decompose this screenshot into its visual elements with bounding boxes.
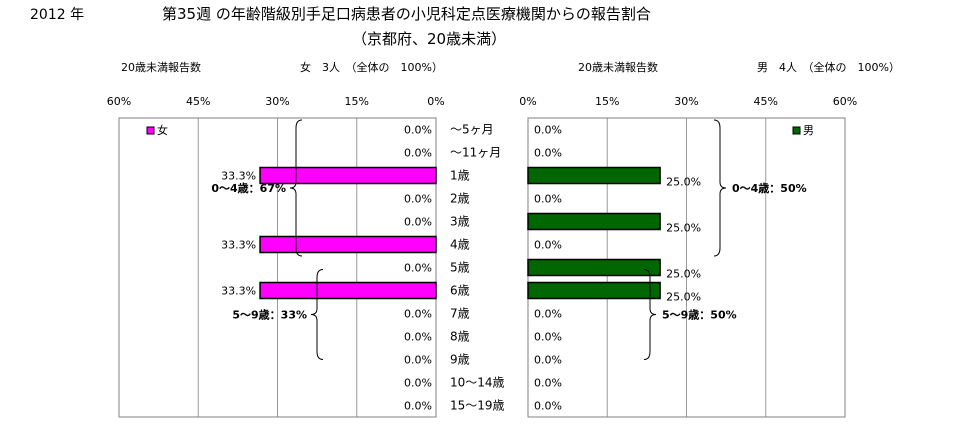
female-data-label: 0.0% — [404, 377, 432, 390]
category-label: 6歳 — [450, 284, 470, 298]
category-label: 8歳 — [450, 330, 470, 344]
female-annotation-brace — [310, 269, 324, 360]
male-bar — [527, 281, 661, 300]
male-data-label: 25.0% — [666, 268, 701, 281]
female-x-tick-label: 60% — [107, 95, 131, 108]
year-label: 2012 年 — [30, 7, 84, 23]
category-label: 15～19歳 — [450, 399, 505, 413]
category-labels: ～5ヶ月 ～11ヶ月 1歳 2歳 3歳 4歳 5歳 6歳 7歳 8歳 9歳 10～14歳 15～19歳 — [450, 123, 505, 413]
male-annotation-label: 0～4歳：50% — [732, 181, 807, 195]
bars — [259, 166, 661, 300]
male-annotation-brace — [643, 269, 657, 360]
male-data-label: 0.0% — [534, 400, 562, 413]
male-data-label: 0.0% — [534, 124, 562, 137]
female-data-label: 0.0% — [404, 193, 432, 206]
female-data-label: 0.0% — [404, 400, 432, 413]
female-plot-frame — [118, 117, 437, 418]
female-x-tick-label: 0% — [427, 95, 444, 108]
male-data-label: 0.0% — [534, 331, 562, 344]
male-x-tick-label: 0% — [519, 95, 536, 108]
male-legend-label: 男 — [803, 124, 814, 137]
female-data-label: 33.3% — [221, 239, 256, 252]
legends: 女男 — [146, 123, 814, 137]
male-data-label: 0.0% — [534, 193, 562, 206]
male-bar — [527, 258, 661, 277]
category-label: 4歳 — [450, 238, 470, 252]
category-label: ～5ヶ月 — [450, 123, 494, 137]
category-label: 10～14歳 — [450, 376, 505, 390]
female-bar — [259, 166, 437, 185]
male-data-label: 25.0% — [666, 222, 701, 235]
male-data-label: 0.0% — [534, 354, 562, 367]
female-bar — [259, 281, 437, 300]
female-data-label: 0.0% — [404, 354, 432, 367]
female-data-label: 0.0% — [404, 147, 432, 160]
female-count-text: 女 3人 （全体の 100%） — [300, 60, 443, 74]
category-label: 5歳 — [450, 261, 470, 275]
annotations: 0～4歳：67% 5～9歳：33% 0～4歳：50% 5～9歳：50% — [211, 119, 807, 360]
chart-title: 第35週 の年齢階級別手足口病患者の小児科定点医療機関からの報告割合 — [162, 5, 651, 23]
male-data-label: 25.0% — [666, 176, 701, 189]
male-data-label: 0.0% — [534, 147, 562, 160]
female-x-tick-label: 45% — [186, 95, 210, 108]
female-data-label: 0.0% — [404, 308, 432, 321]
female-legend-swatch — [146, 126, 155, 135]
female-data-label: 0.0% — [404, 262, 432, 275]
female-annotation-label: 5～9歳：33% — [232, 308, 307, 322]
male-data-label: 0.0% — [534, 308, 562, 321]
male-count-label: 20歳未満報告数 — [578, 61, 658, 74]
male-data-label: 25.0% — [666, 291, 701, 304]
female-count-label: 20歳未満報告数 — [121, 61, 201, 74]
category-label: 9歳 — [450, 353, 470, 367]
male-x-tick-label: 45% — [754, 95, 778, 108]
female-data-label: 0.0% — [404, 216, 432, 229]
female-annotation-brace — [289, 119, 303, 257]
category-label: ～11ヶ月 — [450, 146, 501, 160]
male-x-tick-label: 15% — [595, 95, 619, 108]
category-label: 1歳 — [450, 169, 470, 183]
male-bar — [527, 166, 661, 185]
male-annotation-label: 5～9歳：50% — [662, 308, 737, 322]
female-data-label: 0.0% — [404, 331, 432, 344]
male-data-label: 0.0% — [534, 377, 562, 390]
male-x-tick-label: 30% — [674, 95, 698, 108]
female-bar — [259, 235, 437, 254]
data-labels: 0.0% 0.0% 33.3% 0.0% 0.0% 33.3% 0.0% 33.3% 0.0% 0… — [221, 124, 701, 413]
male-legend-swatch — [792, 126, 801, 135]
male-data-label: 0.0% — [534, 239, 562, 252]
male-x-tick-label: 60% — [833, 95, 857, 108]
female-data-label: 33.3% — [221, 285, 256, 298]
x-axis-ticks: 0% 15% 30% 45% 60% 0% 15% 30% 45% 60% — [107, 95, 857, 108]
category-label: 3歳 — [450, 215, 470, 229]
gridlines — [118, 117, 846, 418]
female-x-tick-label: 30% — [265, 95, 289, 108]
female-data-label: 0.0% — [404, 124, 432, 137]
female-annotation-label: 0～4歳：67% — [211, 181, 286, 195]
chart-subtitle: （京都府、20歳未満） — [352, 30, 506, 48]
female-data-label: 33.3% — [221, 170, 256, 183]
female-x-tick-label: 15% — [345, 95, 369, 108]
category-label: 2歳 — [450, 192, 470, 206]
female-legend-label: 女 — [157, 123, 168, 137]
category-label: 7歳 — [450, 307, 470, 321]
male-annotation-brace — [713, 119, 727, 257]
male-bar — [527, 212, 661, 231]
male-count-text: 男 4人 （全体の 100%） — [757, 60, 900, 74]
